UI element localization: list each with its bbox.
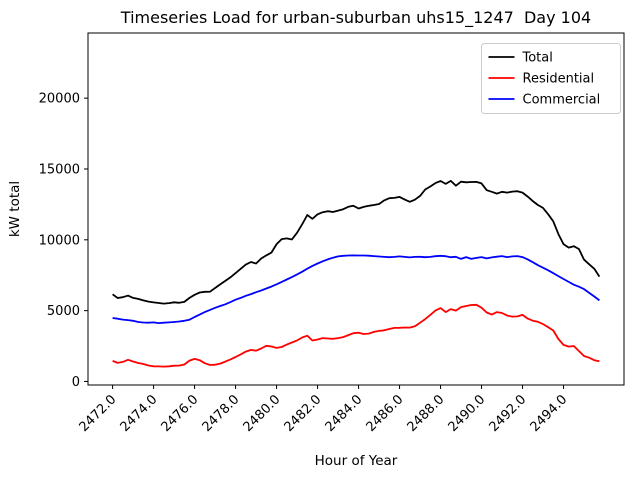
legend-box [481,43,621,114]
x-tick-label: 2488.0 [405,392,448,435]
y-tick-label: 20000 [39,92,80,107]
y-tick-label: 15000 [39,162,80,177]
y-tick-label: 10000 [39,233,80,248]
y-tick-label: 5000 [47,304,80,319]
legend-label-total: Total [522,51,553,66]
x-tick-label: 2480.0 [241,392,284,435]
series-line-residential [112,303,600,368]
x-axis-ticks: 2472.02474.02476.02478.02480.02482.02484… [77,385,571,435]
x-tick-label: 2494.0 [528,392,571,435]
series-line-commercial [112,254,600,325]
x-tick-label: 2484.0 [323,392,366,435]
chart-title: Timeseries Load for urban-suburban uhs15… [120,8,591,28]
y-axis-ticks: 0 5000 10000 15000 20000 [39,92,88,390]
x-axis-label: Hour of Year [315,453,398,469]
legend: Total Residential Commercial [481,43,621,114]
x-tick-label: 2474.0 [118,392,161,435]
x-tick-label: 2482.0 [282,392,325,435]
y-axis-label: kW total [7,181,23,237]
legend-label-commercial: Commercial [523,93,601,108]
x-tick-label: 2490.0 [446,392,489,435]
series-lines [112,179,601,368]
x-tick-label: 2472.0 [77,392,120,435]
x-tick-label: 2486.0 [364,392,407,435]
legend-label-residential: Residential [523,72,595,87]
y-tick-label: 0 [72,375,80,390]
x-tick-label: 2476.0 [159,392,202,435]
series-line-total [112,179,601,305]
x-tick-label: 2492.0 [487,392,530,435]
x-tick-label: 2478.0 [200,392,243,435]
